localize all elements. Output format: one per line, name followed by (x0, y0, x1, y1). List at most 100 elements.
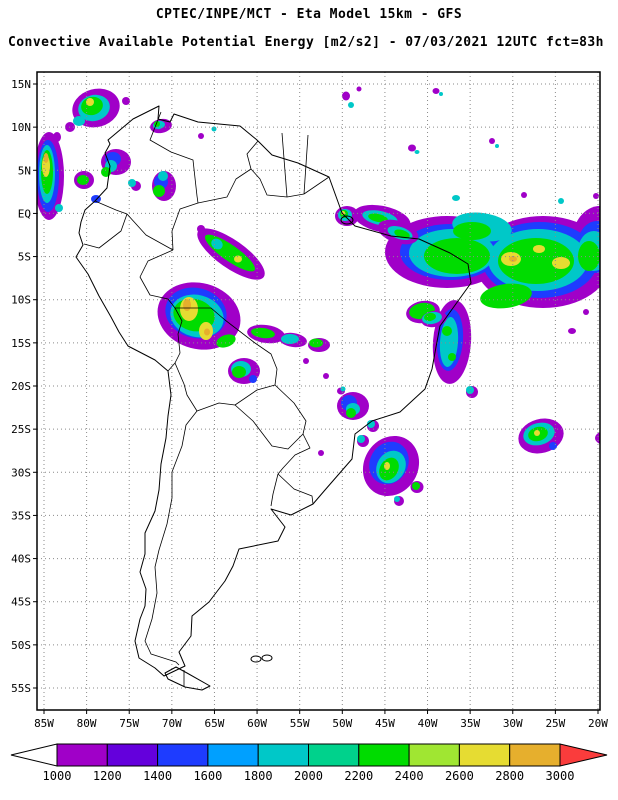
colorbar-segment (257, 743, 310, 767)
cape-region (408, 144, 416, 152)
tierra-del-fuego-island (164, 666, 211, 691)
colorbar-segment (509, 743, 561, 767)
cape-region (198, 133, 204, 139)
colorbar-segment (207, 743, 259, 767)
lat-tick-label: 10S (11, 294, 31, 307)
cape-region (234, 255, 242, 263)
cape-region (595, 432, 600, 444)
lon-tick-label: 75W (119, 717, 139, 730)
lon-tick-label: 20W (588, 717, 608, 730)
cape-region (384, 462, 390, 470)
cape-region (442, 326, 452, 336)
model-title: CPTEC/INPE/MCT - Eta Model 15km - GFS (155, 7, 463, 22)
cape-region (73, 116, 85, 126)
colorbar-tick-label: 1800 (244, 769, 273, 783)
colorbar-left-arrow (10, 743, 58, 767)
colorbar-tick-label: 1000 (43, 769, 72, 783)
cape-region (394, 496, 400, 502)
cape-region (558, 198, 564, 204)
cape-region (603, 434, 613, 440)
lon-tick-label: 45W (375, 717, 395, 730)
cape-region (309, 338, 323, 348)
lat-tick-label: EQ (18, 207, 31, 220)
colorbar-segment (358, 743, 410, 767)
colorbar: 1000 1200 1400 1600 1800 2000 2200 2400 2600 2800… (10, 743, 608, 783)
cape-region (414, 150, 420, 154)
cape-region (521, 192, 527, 198)
cape-region (251, 327, 275, 339)
lon-tick-label: 60W (247, 717, 267, 730)
cape-region (357, 435, 365, 443)
cape-region (583, 309, 589, 315)
map-outlines (75, 105, 472, 691)
colorbar-segment (157, 743, 209, 767)
cape-region (318, 450, 324, 456)
cape-region (552, 257, 570, 269)
country-borders (83, 111, 330, 687)
lat-axis: 15N 10N 5N EQ 5S 10S 15S 20S 25S 30S 35S 40S 45S 50S 5… (11, 78, 37, 695)
lon-tick-label: 65W (205, 717, 225, 730)
cape-region (453, 222, 491, 240)
cape-region (323, 373, 329, 379)
cape-region (183, 299, 191, 311)
cape-region (216, 334, 236, 348)
map-frame (36, 71, 601, 711)
colorbar-tick-label: 2200 (344, 769, 373, 783)
cape-region (605, 298, 613, 306)
lat-tick-label: 15S (11, 337, 31, 350)
cape-region (509, 256, 517, 262)
lon-tick-label: 40W (418, 717, 438, 730)
cape-region (158, 171, 168, 181)
cape-region (249, 375, 257, 383)
lat-tick-label: 40S (11, 553, 31, 566)
colorbar-segment (308, 743, 360, 767)
marajo-island (340, 215, 354, 225)
cape-region (232, 366, 246, 378)
cape-region (368, 213, 388, 223)
lat-tick-label: 30S (11, 466, 31, 479)
lat-tick-label: 10N (11, 121, 31, 134)
cape-region (533, 245, 545, 253)
lat-tick-label: 5S (18, 251, 31, 264)
cape-region (432, 88, 440, 94)
cape-region (424, 312, 436, 322)
cape-region (153, 185, 165, 197)
cape-region (53, 132, 61, 142)
cape-region (77, 175, 89, 185)
cape-region (379, 457, 399, 481)
colorbar-segment (408, 743, 460, 767)
lon-tick-label: 70W (162, 717, 182, 730)
lat-tick-label: 45S (11, 596, 31, 609)
cape-region (466, 386, 474, 394)
lat-tick-label: 25S (11, 423, 31, 436)
colorbar-segment (56, 743, 108, 767)
colorbar-tick-label: 2800 (495, 769, 524, 783)
colorbar-tick-label: 1200 (93, 769, 122, 783)
cape-region (43, 153, 49, 163)
cape-region (346, 408, 356, 418)
lon-tick-label: 50W (332, 717, 352, 730)
cape-region (452, 195, 460, 201)
lat-tick-label: 35S (11, 509, 31, 522)
cape-region (348, 102, 354, 108)
colorbar-tick-label: 2000 (294, 769, 323, 783)
cape-field (37, 86, 613, 506)
south-america-coastline (75, 105, 472, 677)
lon-tick-label: 25W (545, 717, 565, 730)
colorbar-segment (106, 743, 159, 767)
colorbar-tick-label: 3000 (546, 769, 575, 783)
lat-tick-label: 5N (18, 164, 31, 177)
lat-tick-label: 50S (11, 639, 31, 652)
lat-tick-label: 20S (11, 380, 31, 393)
falkland-island-east (261, 654, 273, 662)
cape-region (340, 386, 346, 392)
cape-region (489, 138, 495, 144)
cape-region (55, 204, 63, 212)
cape-region (122, 97, 130, 105)
cape-region (303, 358, 309, 364)
cape-region (578, 241, 600, 271)
lon-tick-label: 85W (34, 717, 54, 730)
colorbar-tick-label: 2600 (445, 769, 474, 783)
